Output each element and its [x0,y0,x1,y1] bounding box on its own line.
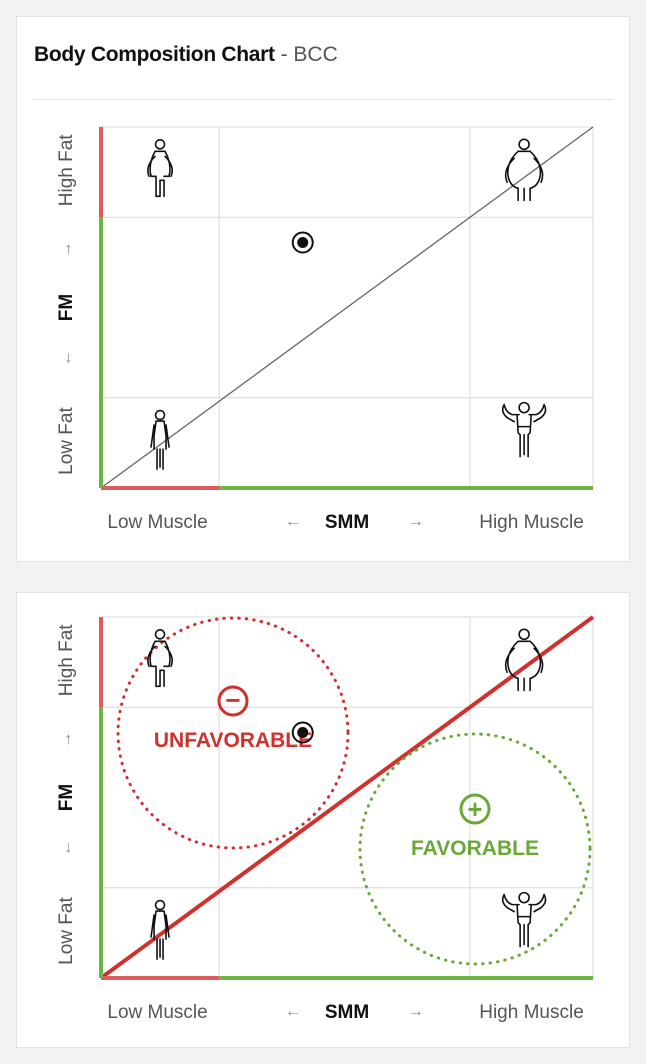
y-tick-low-fat: Low Fat [56,897,77,965]
muscular-figure-icon [501,891,547,948]
minus-sign: − [225,685,240,715]
unfavorable-label: UNFAVORABLE [154,729,312,752]
x-tick-low-muscle: Low Muscle [107,1002,207,1023]
y-tick-high-fat: High Fat [56,134,77,207]
bcc-card-basic: Body Composition Chart - BCC High Fat Low… [16,16,630,562]
obese-figure-icon [504,138,544,202]
chart-title-code: BCC [293,43,338,66]
bcc-card-zones: − UNFAVORABLE + FAVORABLE High Fat Low Fat FM →… [16,592,630,1048]
chart-title-main: Body Composition Chart [34,43,275,66]
minus-icon [217,685,249,717]
y-axis-title: FM [56,294,77,321]
x-tick-low-muscle: Low Muscle [107,512,207,533]
bcc-plot-zones: − UNFAVORABLE + FAVORABLE High Fat Low Fat FM →… [56,615,595,1023]
slim-figure-icon [150,899,170,960]
x-arrow-right: → [408,1003,424,1020]
y-arrow-up: → [58,732,75,748]
y-arrow-up: → [58,242,75,258]
diagonal-line [100,126,594,489]
data-point-ring-0 [291,721,314,744]
overweight-figure-icon [147,139,173,198]
unfavorable-zone-circle [116,616,350,850]
plus-icon [459,793,491,825]
muscular-figure-icon [501,401,547,458]
y-tick-high-fat: High Fat [56,624,77,697]
x-axis-title: SMM [325,512,369,533]
x-arrow-left: ← [285,513,301,530]
x-tick-high-muscle: High Muscle [479,1002,584,1023]
data-point-0 [297,237,309,249]
y-arrow-down: ← [58,350,75,366]
favorable-label: FAVORABLE [411,837,539,860]
overweight-figure-icon [147,629,173,688]
y-tick-low-fat: Low Fat [56,407,77,475]
data-point-0 [297,727,309,739]
chart-title: Body Composition Chart - BCC [34,43,338,67]
bcc-plot-basic: High Fat Low Fat FM → ← Low Muscle High Muscle… [56,126,594,533]
obese-figure-icon [504,628,544,692]
chart-title-separator: - [274,43,294,66]
x-tick-high-muscle: High Muscle [479,512,584,533]
y-arrow-down: ← [58,840,75,856]
y-axis-title: FM [56,784,77,811]
x-arrow-right: → [408,513,424,530]
x-axis-title: SMM [325,1002,369,1023]
title-divider [33,99,613,100]
data-point-ring-0 [291,231,314,254]
favorable-zone-circle [358,732,592,966]
plus-sign: + [467,794,482,824]
diagonal-line [99,615,595,980]
x-arrow-left: ← [285,1003,301,1020]
slim-figure-icon [150,409,170,470]
